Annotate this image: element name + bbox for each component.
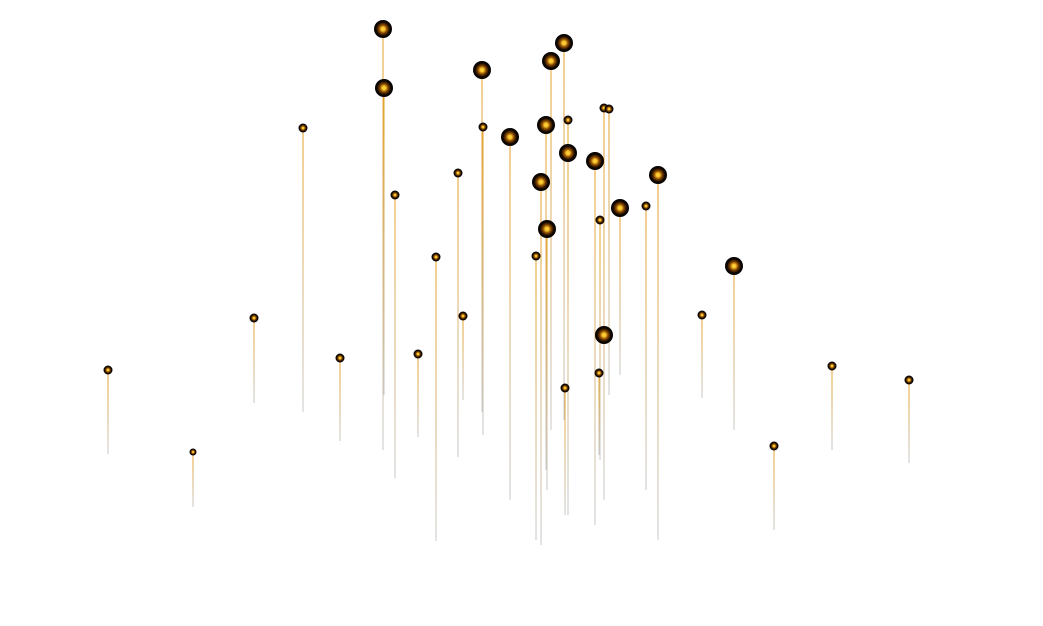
glowing-orb-icon (537, 116, 555, 134)
orb-core (603, 107, 605, 109)
glowing-orb-icon (431, 252, 441, 262)
orb-core (462, 315, 464, 317)
glowing-orb-icon (641, 201, 651, 211)
glowing-orb-icon (103, 365, 113, 375)
glowing-orb-icon (478, 122, 488, 132)
orb-core (508, 135, 512, 139)
orb-core (608, 108, 610, 110)
orb-core (544, 123, 548, 127)
orbs-group (103, 20, 914, 456)
glowing-orb-icon (458, 311, 468, 321)
glowing-orb-icon (249, 313, 259, 323)
glowing-orb-icon (697, 310, 707, 320)
orb-core (394, 194, 396, 196)
glowing-orb-icon (390, 190, 400, 200)
orb-core (480, 68, 484, 72)
glowing-orb-icon (538, 220, 556, 238)
orb-core (618, 206, 622, 210)
glowing-orb-icon (563, 115, 573, 125)
orb-core (566, 151, 570, 155)
glowing-orb-icon (725, 257, 743, 275)
orb-core (602, 333, 606, 337)
glowing-orb-icon (375, 79, 393, 97)
glowing-orb-icon (611, 199, 629, 217)
glowing-orb-icon (604, 104, 614, 114)
orb-core (545, 227, 549, 231)
orb-core (773, 445, 775, 447)
orb-core (417, 353, 419, 355)
orb-core (382, 86, 386, 90)
glowing-orb-icon (555, 34, 573, 52)
glowing-orb-icon (531, 251, 541, 261)
orb-core (192, 451, 194, 453)
glowing-orb-icon (501, 128, 519, 146)
glowing-orb-icon (189, 448, 197, 456)
glowing-orb-icon (594, 368, 604, 378)
orb-core (539, 180, 543, 184)
glowing-orb-icon (473, 61, 491, 79)
orb-core (599, 219, 601, 221)
orb-core (656, 173, 660, 177)
orb-core (302, 127, 304, 129)
glowing-orb-icon (374, 20, 392, 38)
glowing-orb-icon (649, 166, 667, 184)
orb-core (535, 255, 537, 257)
glowing-orb-icon (298, 123, 308, 133)
glowing-orb-icon (586, 152, 604, 170)
orb-core (564, 387, 566, 389)
orb-core (645, 205, 647, 207)
glowing-orb-icon (413, 349, 423, 359)
glowing-orb-icon (769, 441, 779, 451)
orb-core (908, 379, 910, 381)
orb-core (253, 317, 255, 319)
glowing-orb-icon (595, 326, 613, 344)
glowing-orb-icon (453, 168, 463, 178)
orb-core (562, 41, 566, 45)
orb-core (435, 256, 437, 258)
orb-core (567, 119, 569, 121)
glowing-orb-icon (595, 215, 605, 225)
orb-core (593, 159, 597, 163)
orb-core (339, 357, 341, 359)
orb-core (701, 314, 703, 316)
orb-core (457, 172, 459, 174)
glowing-orb-icon (904, 375, 914, 385)
orb-core (381, 27, 385, 31)
orb-core (482, 126, 484, 128)
glowing-orb-icon (559, 144, 577, 162)
orb-core (598, 372, 600, 374)
glowing-orb-icon (542, 52, 560, 70)
glowing-orb-icon (827, 361, 837, 371)
glowing-orb-icon (532, 173, 550, 191)
orb-core (831, 365, 833, 367)
stems-group (107, 28, 910, 546)
orb-core (107, 369, 109, 371)
glowing-orb-icon (335, 353, 345, 363)
orb-core (549, 59, 553, 63)
glowing-orb-icon (560, 383, 570, 393)
orb-core (732, 264, 736, 268)
